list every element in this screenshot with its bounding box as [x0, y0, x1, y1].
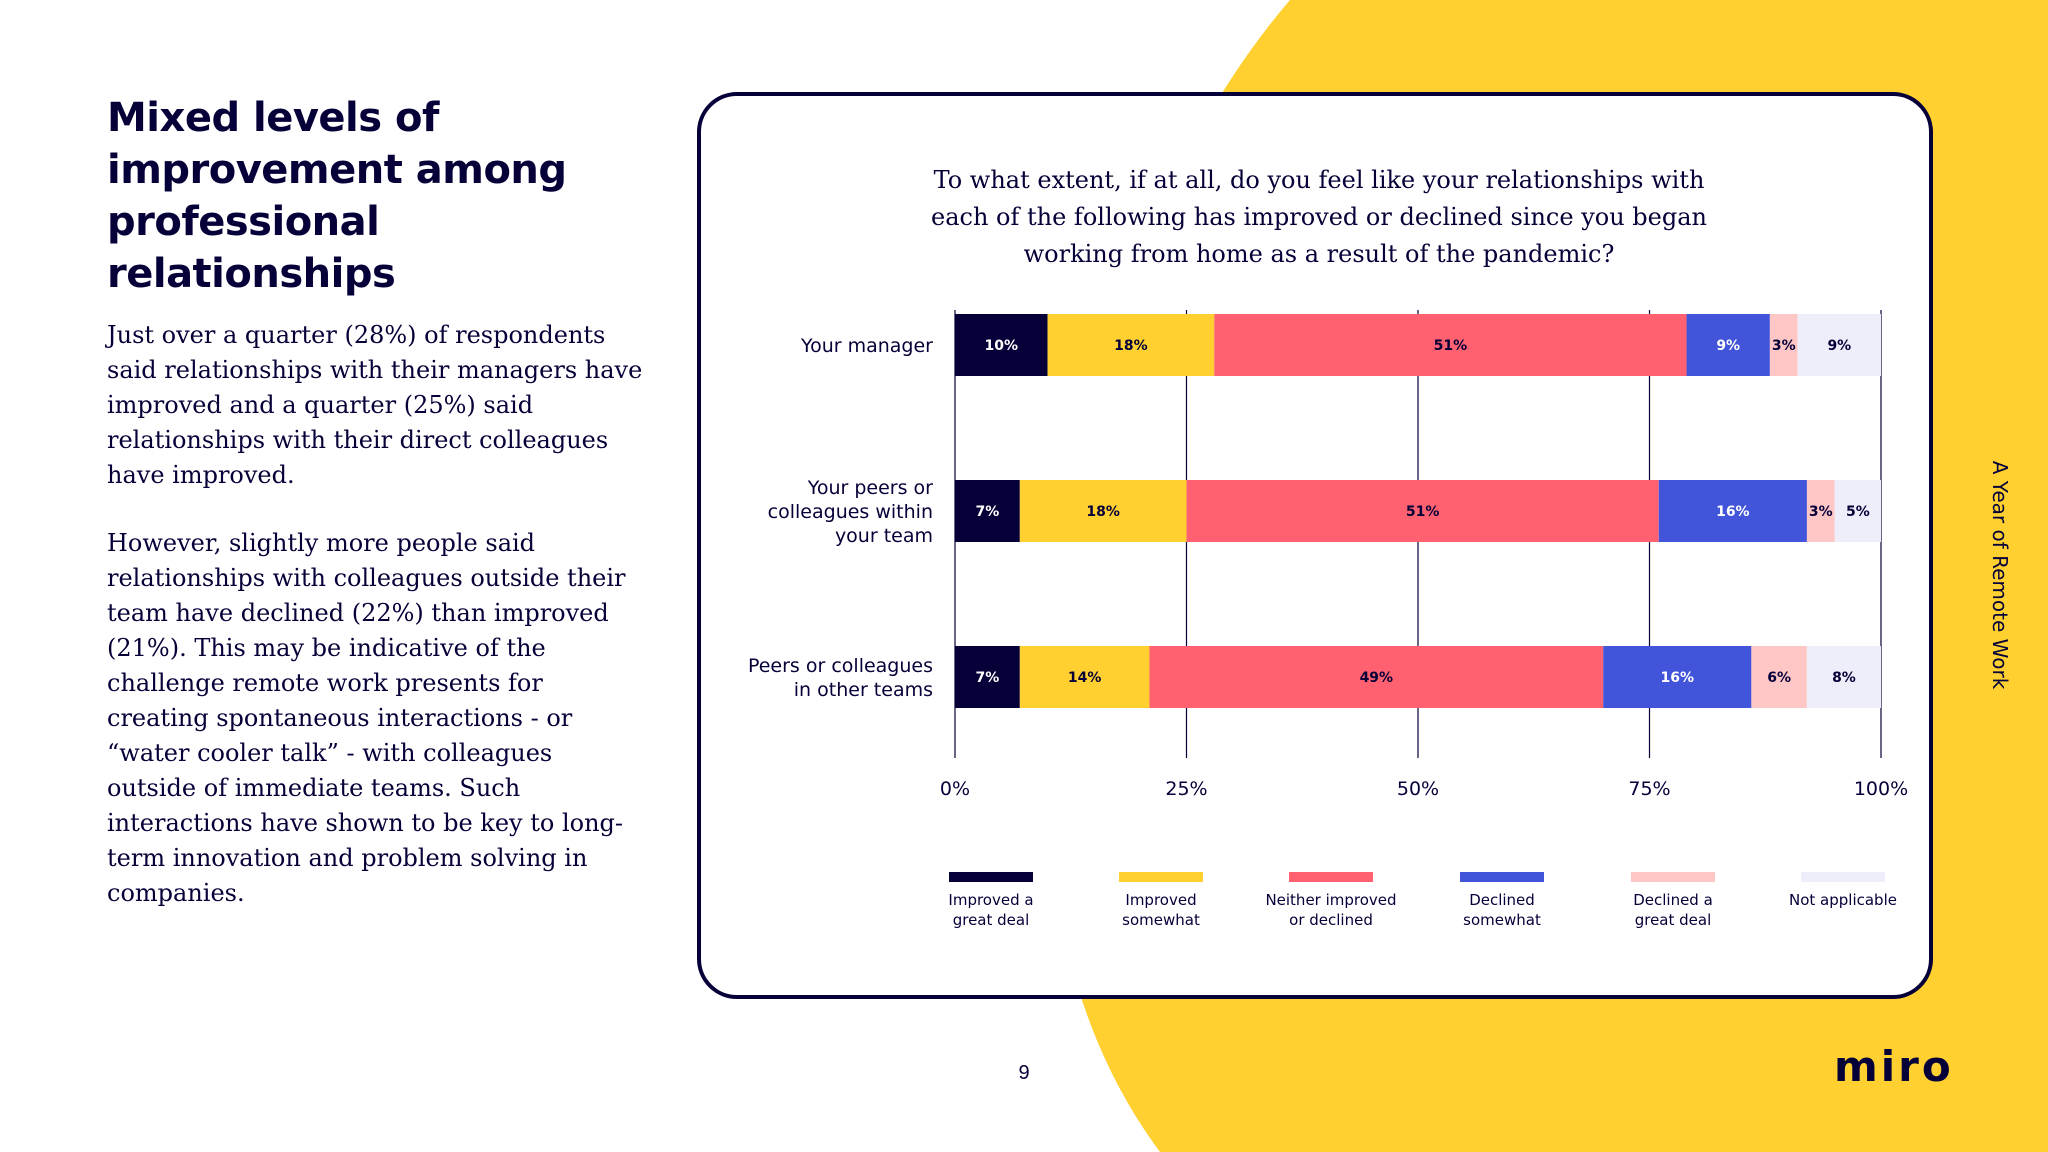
page-heading: Mixed levels of improvement among profes… — [107, 95, 567, 297]
legend-label: Improved a — [948, 891, 1033, 909]
data-label: 16% — [1716, 504, 1750, 520]
bar-segment — [1047, 314, 1215, 376]
legend-label: great deal — [1635, 911, 1712, 929]
data-label: 7% — [976, 504, 1000, 520]
legend-label: great deal — [953, 911, 1030, 929]
x-tick-label: 50% — [1397, 778, 1439, 800]
miro-logo: miro — [1834, 1042, 1954, 1091]
bar-segment — [955, 480, 1020, 542]
x-tick-label: 25% — [1165, 778, 1207, 800]
legend-label: somewhat — [1122, 911, 1200, 929]
chart-title-line: To what extent, if at all, do you feel l… — [933, 166, 1705, 194]
page-number: 9 — [1018, 1062, 1030, 1084]
x-tick-label: 100% — [1854, 778, 1908, 800]
body-paragraph: However, slightly more people said relat… — [107, 529, 626, 907]
bar-segment — [1806, 480, 1835, 542]
data-label: 16% — [1661, 670, 1695, 686]
x-tick-label: 75% — [1628, 778, 1670, 800]
category-label: in other teams — [794, 679, 933, 701]
data-label: 5% — [1846, 504, 1870, 520]
data-label: 14% — [1068, 670, 1102, 686]
legend-label: Not applicable — [1789, 891, 1897, 909]
data-label: 3% — [1772, 338, 1796, 354]
bar-segment — [1149, 646, 1604, 708]
legend-label: Declined a — [1633, 891, 1713, 909]
chart-title-line: working from home as a result of the pan… — [1023, 240, 1615, 268]
legend-swatch — [1801, 872, 1885, 882]
data-label: 10% — [985, 338, 1019, 354]
legend-swatch — [1289, 872, 1373, 882]
data-label: 51% — [1406, 504, 1440, 520]
category-label: your team — [835, 525, 933, 547]
bar-segment — [1834, 480, 1881, 542]
bar-segment — [1019, 646, 1150, 708]
data-label: 7% — [976, 670, 1000, 686]
bar-segment — [1658, 480, 1807, 542]
legend-label: or declined — [1289, 911, 1373, 929]
legend-swatch — [1631, 872, 1715, 882]
bar-segment — [955, 646, 1020, 708]
x-tick-label: 0% — [940, 778, 970, 800]
chart-title: To what extent, if at all, do you feel l… — [701, 162, 1937, 273]
data-label: 6% — [1767, 670, 1791, 686]
bar-segment — [955, 314, 1048, 376]
body-paragraph: Just over a quarter (28%) of respondents… — [107, 321, 643, 489]
category-label: colleagues within — [768, 501, 933, 523]
report-title-vertical: A Year of Remote Work — [1988, 460, 2012, 690]
data-label: 18% — [1086, 504, 1120, 520]
legend-swatch — [1119, 872, 1203, 882]
bar-segment — [1019, 480, 1187, 542]
bar-segment — [1214, 314, 1687, 376]
bar-segment — [1769, 314, 1798, 376]
legend-label: Improved — [1125, 891, 1196, 909]
legend-label: somewhat — [1463, 911, 1541, 929]
category-label: Peers or colleagues — [748, 655, 933, 677]
stacked-bar-chart: 10% 18% 51% 9% 3% 9% Your manager 7% 18% 51% 16% 3%… — [748, 310, 1908, 929]
bar-segment — [1806, 646, 1881, 708]
legend-label: Declined — [1469, 891, 1535, 909]
data-label: 49% — [1360, 670, 1394, 686]
chart-card: To what extent, if at all, do you feel l… — [697, 92, 1933, 999]
legend-swatch — [949, 872, 1033, 882]
data-label: 9% — [1827, 338, 1851, 354]
bar-segment — [1686, 314, 1770, 376]
category-label: Your manager — [800, 335, 933, 357]
bar-segment — [1186, 480, 1659, 542]
bar-segment — [1603, 646, 1752, 708]
chart-title-line: each of the following has improved or de… — [931, 203, 1707, 231]
category-label: Your peers or — [807, 477, 933, 499]
legend-label: Neither improved — [1265, 891, 1396, 909]
data-label: 51% — [1434, 338, 1468, 354]
bar-segment — [1751, 646, 1807, 708]
data-label: 9% — [1716, 338, 1740, 354]
data-label: 18% — [1114, 338, 1148, 354]
data-label: 3% — [1809, 504, 1833, 520]
data-label: 8% — [1832, 670, 1856, 686]
bar-segment — [1797, 314, 1881, 376]
legend-swatch — [1460, 872, 1544, 882]
